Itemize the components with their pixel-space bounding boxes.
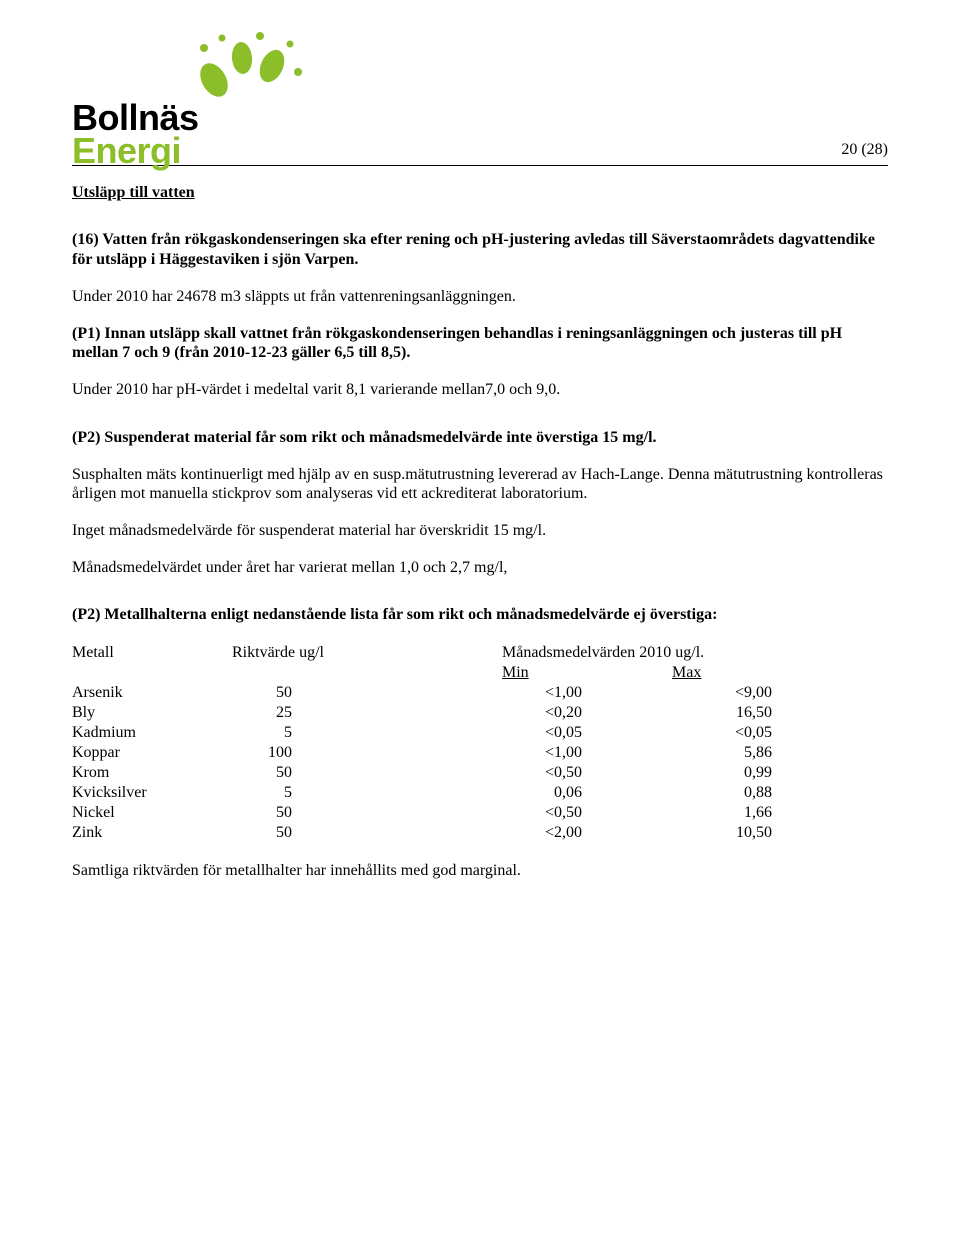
td-max: 5,86 [702, 743, 852, 763]
brand-text-line1: Bollnäs [72, 97, 888, 139]
td-min: <1,00 [502, 683, 702, 703]
p2b-bold: (P2) Metallhalterna enligt nedanstående … [72, 605, 888, 624]
p2a-body3: Månadsmedelvärdet under året har variera… [72, 558, 888, 577]
td-name: Krom [72, 763, 232, 783]
table-row: Kadmium5<0,05<0,05 [72, 723, 888, 743]
th-metall: Metall [72, 643, 232, 663]
td-name: Arsenik [72, 683, 232, 703]
th-riktvarde: Riktvärde ug/l [232, 643, 502, 663]
td-min: <0,50 [502, 803, 702, 823]
td-min: 0,06 [502, 783, 702, 803]
table-subheader-row: Min Max [72, 663, 888, 683]
td-min: <0,20 [502, 703, 702, 723]
td-name: Koppar [72, 743, 232, 763]
td-name: Nickel [72, 803, 232, 823]
th-medelvarden: Månadsmedelvärden 2010 ug/l. [502, 643, 888, 663]
td-name: Bly [72, 703, 232, 723]
table-row: Kvicksilver50,060,88 [72, 783, 888, 803]
p16-body: Under 2010 har 24678 m3 släppts ut från … [72, 287, 888, 306]
td-rikt: 25 [232, 703, 502, 723]
td-name: Kvicksilver [72, 783, 232, 803]
td-max: 10,50 [702, 823, 852, 843]
p1-body: Under 2010 har pH-värdet i medeltal vari… [72, 380, 888, 399]
section-title: Utsläpp till vatten [72, 184, 888, 202]
td-rikt: 50 [232, 823, 502, 843]
brand-logo: Bollnäs Energi [72, 28, 888, 167]
table-row: Bly25<0,2016,50 [72, 703, 888, 723]
p2a-body1: Susphalten mäts kontinuerligt med hjälp … [72, 465, 888, 503]
table-row: Nickel50<0,501,66 [72, 803, 888, 823]
th-max: Max [672, 663, 772, 683]
closing-line: Samtliga riktvärden för metallhalter har… [72, 861, 888, 880]
document-page: Bollnäs Energi 20 (28) Utsläpp till vatt… [0, 0, 960, 938]
table-header-row: Metall Riktvärde ug/l Månadsmedelvärden … [72, 643, 888, 663]
td-rikt: 5 [232, 783, 502, 803]
td-min: <1,00 [502, 743, 702, 763]
td-min: <2,00 [502, 823, 702, 843]
td-max: 0,88 [702, 783, 852, 803]
td-rikt: 50 [232, 763, 502, 783]
td-rikt: 50 [232, 683, 502, 703]
brand-text-line2: Energi [72, 135, 888, 167]
td-max: <9,00 [702, 683, 852, 703]
td-rikt: 5 [232, 723, 502, 743]
td-rikt: 50 [232, 803, 502, 823]
td-rikt: 100 [232, 743, 502, 763]
p2a-body2: Inget månadsmedelvärde för suspenderat m… [72, 521, 888, 540]
p1-bold: (P1) Innan utsläpp skall vattnet från rö… [72, 324, 888, 362]
metal-table: Metall Riktvärde ug/l Månadsmedelvärden … [72, 643, 888, 843]
td-max: 0,99 [702, 763, 852, 783]
td-min: <0,05 [502, 723, 702, 743]
p2a-bold: (P2) Suspenderat material får som rikt o… [72, 428, 888, 447]
td-max: <0,05 [702, 723, 852, 743]
p16-bold: (16) Vatten från rökgaskondenseringen sk… [72, 230, 888, 268]
th-min: Min [502, 663, 672, 683]
td-min: <0,50 [502, 763, 702, 783]
table-row: Koppar100<1,005,86 [72, 743, 888, 763]
table-row: Arsenik50<1,00<9,00 [72, 683, 888, 703]
td-name: Kadmium [72, 723, 232, 743]
td-max: 1,66 [702, 803, 852, 823]
td-max: 16,50 [702, 703, 852, 723]
td-name: Zink [72, 823, 232, 843]
table-row: Zink50<2,0010,50 [72, 823, 888, 843]
table-row: Krom50<0,500,99 [72, 763, 888, 783]
